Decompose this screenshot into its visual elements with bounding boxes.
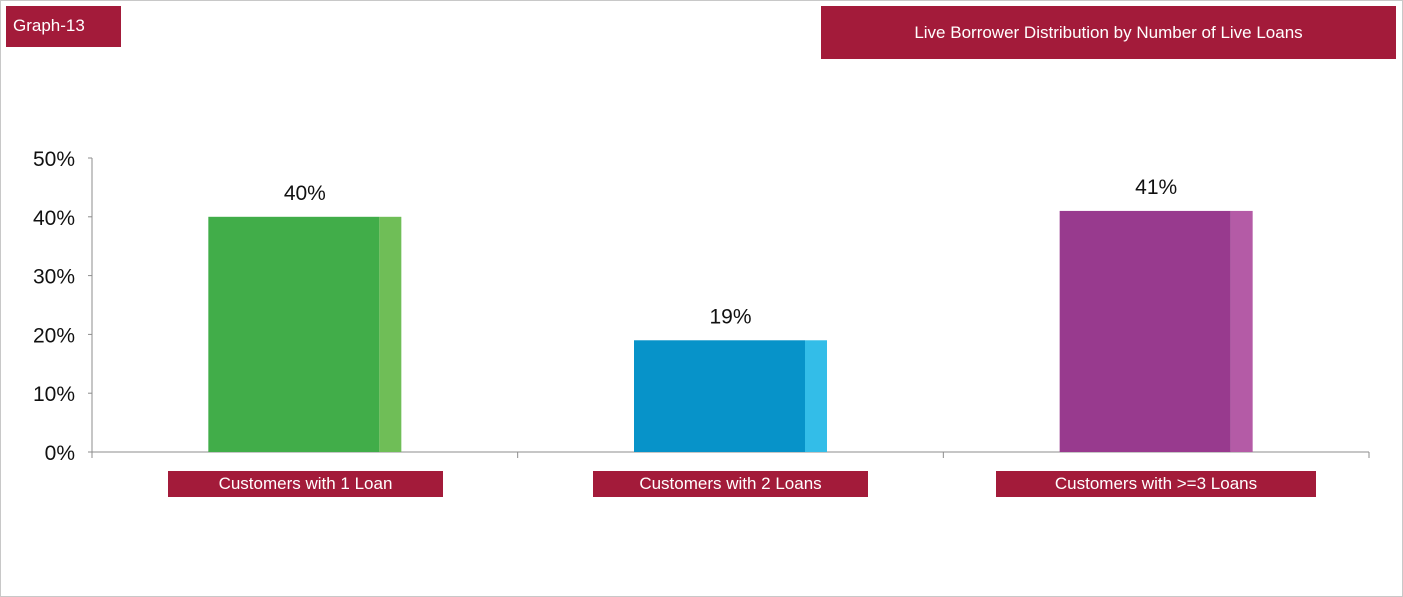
category-label-2-loans: Customers with 2 Loans: [593, 471, 868, 497]
bar-side: [1230, 210, 1253, 452]
category-label-3-plus-loans: Customers with >=3 Loans: [996, 471, 1316, 497]
y-tick-label: 40%: [33, 207, 75, 230]
y-tick-label: 50%: [33, 148, 75, 171]
bar-face: [208, 216, 380, 452]
bar-face: [1059, 210, 1231, 452]
graph-number-tag: Graph-13: [6, 6, 121, 47]
chart-title: Live Borrower Distribution by Number of …: [821, 6, 1396, 59]
y-tick-label: 0%: [45, 442, 75, 465]
bars: 40% 19% 41%: [208, 176, 1253, 452]
y-tick-label: 10%: [33, 383, 75, 406]
bar-value-label: 19%: [709, 305, 751, 328]
bar-1: 40%: [208, 182, 402, 452]
y-tick-label: 30%: [33, 266, 75, 289]
bar-3: 41%: [1059, 176, 1253, 452]
y-tick-label: 20%: [33, 324, 75, 347]
bar-value-label: 41%: [1135, 176, 1177, 199]
y-axis: 0% 10% 20% 30% 40% 50%: [33, 148, 93, 465]
bar-side: [379, 216, 402, 452]
bar-value-label: 40%: [284, 182, 326, 205]
x-axis: [91, 451, 1370, 458]
category-label-1-loan: Customers with 1 Loan: [168, 471, 443, 497]
bar-face: [634, 340, 805, 452]
bar-side: [805, 340, 827, 452]
bar-2: 19%: [634, 305, 827, 452]
